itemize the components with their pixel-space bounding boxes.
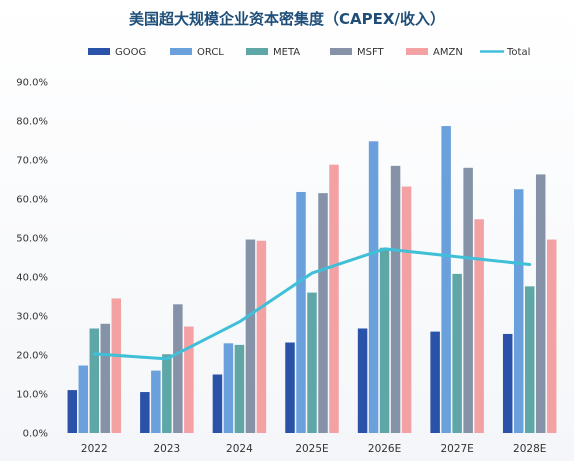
x-tick-label: 2024 [226, 443, 253, 455]
bar-meta [452, 273, 462, 433]
chart-title: 美国超大规模企业资本密集度（CAPEX/收入） [129, 10, 445, 28]
bar-goog [430, 331, 440, 433]
bar-meta [524, 286, 535, 433]
bar-goog [67, 390, 78, 433]
legend-swatch-meta [246, 48, 268, 55]
x-tick-label: 2028E [513, 443, 546, 455]
bar-amzn [111, 298, 122, 433]
legend-label-meta: META [273, 47, 300, 58]
bar-amzn [184, 326, 194, 433]
legend-label-msft: MSFT [357, 47, 385, 58]
bar-orcl [513, 189, 524, 433]
bar-orcl [368, 141, 379, 433]
bar-meta [234, 344, 245, 433]
y-tick-label: 10.0% [16, 390, 48, 401]
bar-goog [357, 328, 368, 433]
bar-amzn [256, 240, 267, 433]
y-tick-label: 70.0% [16, 156, 48, 167]
bar-meta [89, 328, 100, 433]
x-tick-label: 2023 [153, 443, 180, 455]
bar-meta [307, 292, 317, 433]
y-tick-label: 30.0% [16, 312, 48, 323]
bar-goog [212, 374, 223, 433]
y-tick-label: 60.0% [16, 195, 48, 206]
bar-amzn [329, 164, 339, 433]
total-line [92, 247, 532, 361]
y-tick-label: 90.0% [16, 78, 48, 89]
x-tick-label: 2025E [295, 443, 328, 455]
bar-orcl [296, 191, 306, 433]
bar-msft [173, 304, 183, 433]
legend-label-goog: GOOG [115, 47, 146, 58]
bar-msft [390, 165, 401, 433]
y-tick-label: 0.0% [23, 429, 48, 440]
legend-swatch-amzn [406, 48, 428, 55]
y-tick-label: 20.0% [16, 351, 48, 362]
bar-meta [379, 247, 390, 433]
bar-msft [318, 193, 328, 433]
bar-amzn [401, 186, 412, 433]
bar-amzn [474, 219, 484, 433]
bar-msft [100, 323, 111, 433]
bar-goog [502, 333, 513, 433]
bar-meta [162, 354, 172, 433]
x-tick-label: 2027E [440, 443, 473, 455]
x-tick-label: 2022 [81, 443, 108, 455]
bar-orcl [441, 126, 451, 433]
bar-orcl [78, 365, 89, 433]
x-tick-label: 2026E [368, 443, 401, 455]
bar-amzn [546, 239, 557, 433]
bar-msft [245, 239, 256, 433]
legend-swatch-goog [88, 48, 110, 55]
bar-orcl [151, 370, 161, 433]
legend-swatch-msft [330, 48, 352, 55]
y-tick-label: 50.0% [16, 234, 48, 245]
legend-label-total: Total [506, 47, 530, 58]
y-tick-label: 80.0% [16, 117, 48, 128]
bar-goog [285, 342, 295, 433]
bar-msft [535, 174, 546, 433]
bar-orcl [223, 343, 234, 433]
legend-label-orcl: ORCL [197, 47, 224, 58]
legend-label-amzn: AMZN [433, 47, 463, 58]
legend-swatch-orcl [170, 48, 192, 55]
bar-msft [463, 167, 473, 434]
bar-goog [140, 392, 150, 433]
y-tick-label: 40.0% [16, 273, 48, 284]
